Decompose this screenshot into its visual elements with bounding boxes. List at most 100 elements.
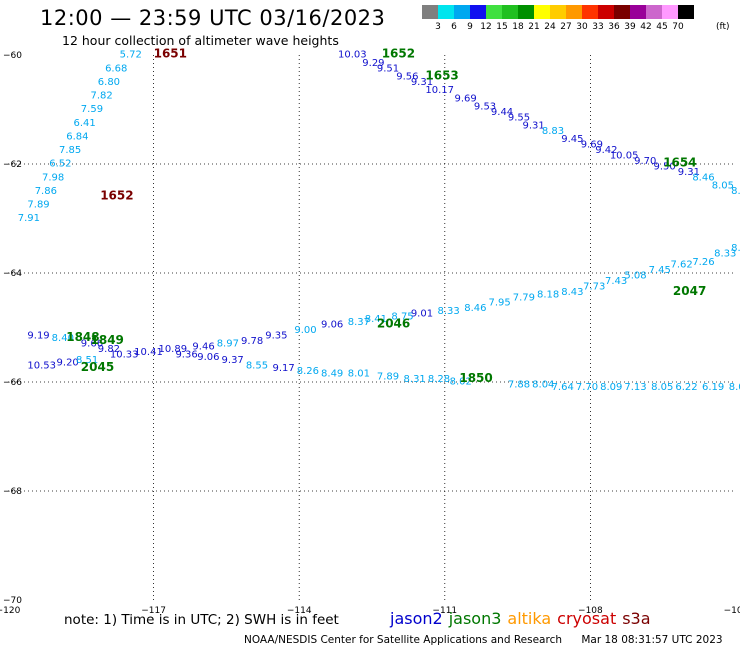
wave-height-value: 8.09 — [600, 382, 622, 393]
longitude-tick-label: −108 — [578, 606, 603, 616]
time-label: 1849 — [91, 333, 124, 347]
wave-height-value: 8.26 — [297, 366, 319, 377]
wave-height-value: 9.69 — [455, 93, 477, 104]
wave-height-value: 8.46 — [692, 172, 714, 183]
color-scale-label: 30 — [576, 22, 588, 32]
wave-height-value: 7.86 — [35, 186, 57, 197]
wave-height-value: 8.33 — [714, 249, 736, 260]
wave-height-value: 9.17 — [273, 363, 295, 374]
color-swatch — [502, 5, 518, 19]
color-scale-label: 39 — [624, 22, 636, 32]
wave-height-value: 7.70 — [576, 382, 598, 393]
wave-height-value: 8.76 — [731, 243, 740, 254]
wave-height-value: 6.22 — [675, 382, 697, 393]
wave-height-value: 8.33 — [438, 306, 460, 317]
color-swatch — [470, 5, 486, 19]
wave-height-value: 8.37 — [348, 317, 370, 328]
time-label: 1654 — [663, 156, 696, 170]
wave-height-value: 9.55 — [508, 112, 530, 123]
wave-height-value: 8.02 — [450, 377, 472, 388]
wave-height-value: 9.37 — [222, 355, 244, 366]
color-swatch — [646, 5, 662, 19]
color-swatch — [614, 5, 630, 19]
wave-height-value: 10.53 — [27, 360, 56, 371]
wave-height-value: 9.31 — [411, 77, 433, 88]
satellite-cryosat: cryosat — [557, 609, 617, 628]
wave-height-value: 8.31 — [404, 374, 426, 385]
longitude-tick-label: −114 — [287, 606, 312, 616]
wave-height-value: 7.73 — [583, 281, 605, 292]
color-scale-label: 9 — [467, 22, 473, 32]
wave-height-value: 9.42 — [595, 145, 617, 156]
wave-height-value: 7.79 — [513, 292, 535, 303]
wave-height-value: 9.00 — [294, 325, 316, 336]
color-swatch — [486, 5, 502, 19]
satellite-legend: jason2 jason3 altika cryosat s3a — [390, 609, 657, 628]
satellite-jason2: jason2 — [390, 609, 443, 628]
latitude-tick-label: −66 — [3, 378, 22, 388]
wave-height-value: 9.35 — [265, 330, 287, 341]
wave-height-value: 8.05 — [712, 181, 734, 192]
wave-height-value: 7.64 — [552, 382, 574, 393]
wave-height-value: 6.19 — [702, 382, 724, 393]
color-scale-label: 24 — [544, 22, 556, 32]
wave-height-value: 9.31 — [522, 121, 544, 132]
satellite-s3a: s3a — [622, 609, 651, 628]
color-swatch — [454, 5, 470, 19]
wave-height-value: 9.36 — [175, 349, 197, 360]
time-label: 2046 — [377, 317, 410, 331]
wave-height-value: 7.98 — [42, 172, 64, 183]
wave-height-value: 9.66 — [81, 339, 103, 350]
wave-height-value: 8.04 — [532, 379, 554, 390]
wave-height-value: 9.70 — [634, 156, 656, 167]
wave-height-value: 9.69 — [581, 140, 603, 151]
wave-height-value: 7.95 — [488, 298, 510, 309]
color-scale-label: 6 — [451, 22, 457, 32]
longitude-tick-label: −117 — [141, 606, 166, 616]
wave-height-value: 9.44 — [491, 107, 513, 118]
color-swatch — [550, 5, 566, 19]
color-swatch — [678, 5, 694, 19]
latitude-tick-label: −64 — [3, 269, 22, 279]
color-scale-label: 70 — [672, 22, 684, 32]
longitude-tick-label: −105 — [724, 606, 740, 616]
wave-height-value: 9.78 — [241, 336, 263, 347]
wave-height-value: 7.62 — [670, 260, 692, 271]
color-scale-label: 33 — [592, 22, 604, 32]
wave-height-value: 8.46 — [464, 303, 486, 314]
latitude-tick-label: −70 — [3, 596, 22, 606]
wave-height-value: 7.89 — [27, 200, 49, 211]
time-label: 1652 — [100, 188, 133, 202]
latitude-tick-label: −60 — [3, 51, 22, 61]
wave-height-value: 9.82 — [98, 344, 120, 355]
wave-height-value: 7.43 — [605, 276, 627, 287]
wave-height-value: 9.01 — [411, 309, 433, 320]
color-swatch — [662, 5, 678, 19]
wave-height-value: 7.82 — [91, 91, 113, 102]
wave-height-value: 7.26 — [692, 257, 714, 268]
wave-height-value: 8.55 — [246, 360, 268, 371]
wave-height-value: 8.43 — [561, 287, 583, 298]
color-scale-label: 12 — [480, 22, 492, 32]
wave-height-value: 6.68 — [105, 63, 127, 74]
latitude-tick-label: −68 — [3, 487, 22, 497]
wave-height-value: 10.41 — [134, 347, 163, 358]
wave-height-value: 8.00 — [729, 382, 740, 393]
wave-height-value: 9.06 — [321, 320, 343, 331]
wave-height-value: 9.56 — [396, 72, 418, 83]
wave-height-value: 9.53 — [474, 102, 496, 113]
color-swatch — [598, 5, 614, 19]
wave-height-value: 8.51 — [76, 355, 98, 366]
wave-height-value: 6.80 — [98, 77, 120, 88]
wave-height-value: 9.06 — [197, 352, 219, 363]
wave-height-value: 8.28 — [428, 374, 450, 385]
color-scale-unit: (ft) — [716, 22, 730, 32]
color-scale-label: 21 — [528, 22, 540, 32]
wave-height-value: 10.33 — [110, 349, 139, 360]
longitude-tick-label: −120 — [0, 606, 21, 616]
wave-height-value: 9.29 — [362, 58, 384, 69]
color-swatch — [566, 5, 582, 19]
wave-height-value: 8.97 — [217, 339, 239, 350]
color-scale-label: 36 — [608, 22, 620, 32]
